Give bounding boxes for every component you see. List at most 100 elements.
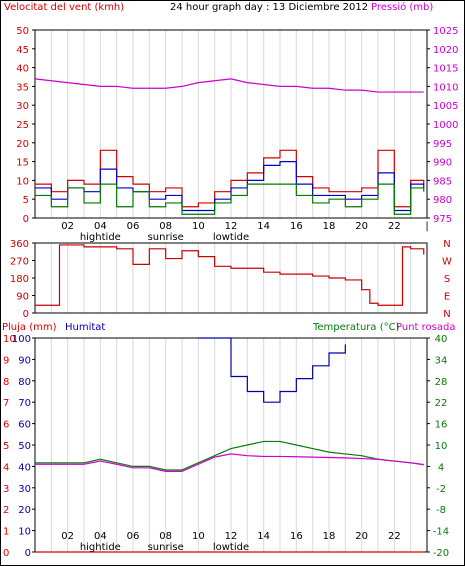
pressure-tick-label: 985 (433, 176, 452, 187)
wind-tick-label: 25 (16, 120, 29, 131)
hour-tick-label: 10 (192, 531, 205, 542)
direction-tick-label: 360 (10, 239, 29, 250)
hour-tick-label: 04 (94, 531, 107, 542)
rain-tick-label: 1 (3, 527, 9, 538)
wind-tick-label: 20 (16, 139, 29, 150)
pressure-tick-label: 1020 (433, 45, 458, 56)
series-temperatura-line (35, 440, 424, 471)
pressure-tick-label: 975 (433, 214, 452, 225)
temperature-tick-label: -20 (433, 548, 449, 559)
humidity-axis-title: Humitat (65, 322, 105, 333)
hour-tick-label: 16 (290, 221, 303, 232)
series-punt-rosada-line (35, 453, 424, 472)
direction-tick-label: 0 (23, 309, 29, 320)
direction-tick-label: 270 (10, 257, 29, 268)
hour-tick-label: 22 (388, 221, 401, 232)
hour-tick-label: 08 (159, 221, 172, 232)
pressure-tick-label: 1015 (433, 64, 458, 75)
series-mitjana-line (35, 183, 425, 215)
humidity-tick-label: 10 (18, 527, 31, 538)
hour-tick-label: 16 (290, 531, 303, 542)
hour-tick-label: 14 (257, 531, 270, 542)
rain-tick-label: 5 (3, 441, 9, 452)
event-label-lowtide: lowtide (213, 542, 249, 553)
direction-tick-label: 90 (16, 292, 29, 303)
temperature-tick-label: 28 (435, 377, 448, 388)
temperature-tick-label: 4 (438, 462, 444, 473)
event-label-hightide: hightide (80, 542, 121, 553)
series-humitat-line (198, 337, 346, 403)
wind-tick-label: 45 (16, 45, 29, 56)
temperature-tick-label: -8 (436, 505, 446, 516)
humidity-tick-label: 100 (12, 334, 31, 345)
series-pressi--line (34, 78, 424, 93)
humidity-tick-label: 90 (18, 355, 31, 366)
hour-tick-label: 10 (192, 221, 205, 232)
pressure-tick-label: 990 (433, 158, 452, 169)
hour-tick-label: | (425, 531, 428, 542)
rain-tick-label: 0 (3, 548, 9, 559)
direction-tick-label: 180 (10, 274, 29, 285)
pressure-axis-title: Pressió (mb) (371, 1, 433, 13)
rain-tick-label: 7 (3, 398, 9, 409)
dewpoint-axis-title: Punt rosada (396, 322, 455, 333)
rain-axis-title: Pluja (mm) (2, 322, 57, 333)
hour-tick-label: 22 (388, 531, 401, 542)
wind-tick-label: 30 (16, 101, 29, 112)
hour-tick-label: 18 (323, 221, 336, 232)
wind-tick-label: 15 (16, 158, 29, 169)
hour-tick-label: | (425, 221, 428, 232)
hour-tick-label: 02 (61, 221, 74, 232)
hour-tick-label: 12 (225, 221, 238, 232)
hour-tick-label: 12 (225, 531, 238, 542)
temperature-tick-label: 40 (435, 334, 448, 345)
rain-tick-label: 8 (3, 377, 9, 388)
rain-tick-label: 10 (3, 334, 16, 345)
wind-tick-label: 35 (16, 82, 29, 93)
temperature-tick-label: -14 (433, 527, 449, 538)
hour-tick-label: 06 (127, 531, 140, 542)
hour-tick-label: 02 (61, 531, 74, 542)
temperature-tick-label: 16 (435, 420, 448, 431)
compass-tick-label: W (442, 257, 452, 268)
rain-tick-label: 2 (3, 505, 9, 516)
rain-tick-label: 4 (3, 462, 9, 473)
event-label-sunrise: sunrise (148, 232, 184, 243)
rain-tick-label: 3 (3, 484, 9, 495)
hour-tick-label: 14 (257, 221, 270, 232)
series-ratxa-line (35, 161, 425, 212)
rain-tick-label: 9 (3, 355, 9, 366)
pressure-tick-label: 980 (433, 195, 452, 206)
temperature-tick-label: 34 (435, 355, 448, 366)
humidity-tick-label: 80 (18, 377, 31, 388)
wind-tick-label: 10 (16, 176, 29, 187)
humidity-tick-label: 40 (18, 462, 31, 473)
pressure-tick-label: 1005 (433, 101, 458, 112)
pressure-tick-label: 1000 (433, 120, 458, 131)
hour-tick-label: 04 (94, 221, 107, 232)
temperature-tick-label: -2 (436, 484, 446, 495)
humidity-tick-label: 70 (18, 398, 31, 409)
event-label-sunrise: sunrise (148, 542, 184, 553)
chart-content: 5045403530252015105010251020101510101005… (3, 26, 458, 559)
series-direction-line (35, 244, 425, 306)
humidity-tick-label: 20 (18, 505, 31, 516)
hour-tick-label: 20 (355, 531, 368, 542)
event-label-hightide: hightide (80, 232, 121, 243)
hour-tick-label: 18 (323, 531, 336, 542)
temperature-tick-label: 10 (435, 441, 448, 452)
chart-title: 24 hour graph day : 13 Diciembre 2012 (170, 2, 368, 13)
humidity-tick-label: 50 (18, 441, 31, 452)
wind-tick-label: 50 (16, 26, 29, 37)
temperature-axis-title: Temperatura (°C) (312, 322, 400, 333)
series-velocitat-del-vent-line (35, 149, 425, 208)
compass-tick-label: E (444, 292, 450, 303)
temperature-tick-label: 22 (435, 398, 448, 409)
wind-tick-label: 40 (16, 64, 29, 75)
compass-tick-label: N (443, 309, 450, 320)
pressure-tick-label: 1010 (433, 82, 458, 93)
compass-tick-label: N (443, 239, 450, 250)
